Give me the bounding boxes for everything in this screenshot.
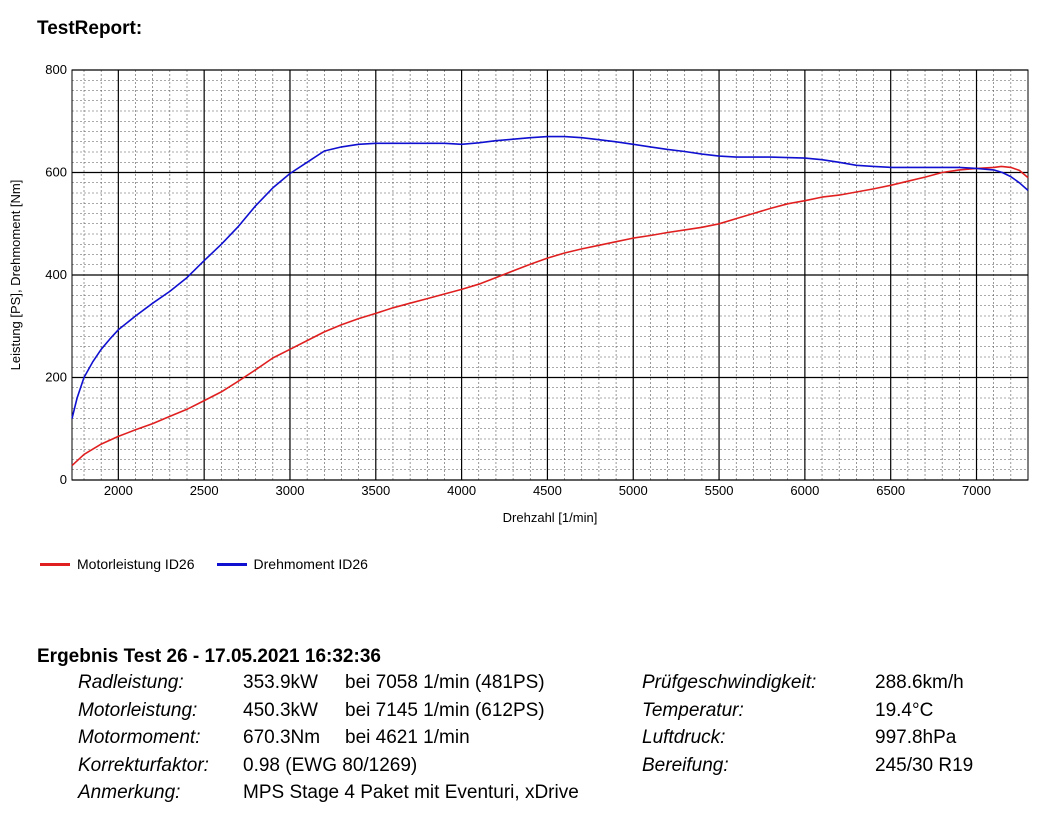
x-tick-label: 3000 [276, 483, 305, 498]
result-detail: bei 7145 1/min (612PS) [345, 699, 545, 721]
result-heading: Ergebnis Test 26 - 17.05.2021 16:32:36 [37, 646, 381, 667]
result-label: Korrekturfaktor: [78, 754, 209, 776]
result-label: Motorleistung: [78, 699, 198, 721]
result-row: Radleistung: 353.9kW bei 7058 1/min (481… [0, 672, 1038, 700]
x-tick-label: 2000 [104, 483, 133, 498]
y-tick-label: 0 [60, 472, 67, 487]
x-tick-label: 5500 [705, 483, 734, 498]
series-line-power [71, 165, 1029, 467]
result-row: Anmerkung: MPS Stage 4 Paket mit Eventur… [0, 782, 1038, 810]
legend-item-power: Motorleistung ID26 [40, 556, 195, 572]
legend-label-power: Motorleistung ID26 [77, 556, 195, 572]
y-tick-label: 600 [45, 165, 67, 180]
y-tick-labels: 0 200 400 600 800 [45, 62, 67, 487]
series-line-torque [71, 135, 1029, 419]
report-title: TestReport: [37, 18, 143, 39]
x-tick-label: 4500 [533, 483, 562, 498]
condition-label: Temperatur: [642, 699, 744, 721]
legend-label-torque: Drehmoment ID26 [253, 556, 368, 572]
result-value: 0.98 (EWG 80/1269) [243, 754, 418, 776]
x-tick-label: 5000 [619, 483, 648, 498]
result-row: Motorleistung: 450.3kW bei 7145 1/min (6… [0, 700, 1038, 728]
result-label: Radleistung: [78, 672, 184, 693]
plot-frame [71, 69, 1029, 481]
result-row: Motormoment: 670.3Nm bei 4621 1/min Luft… [0, 727, 1038, 755]
condition-label: Prüfgeschwindigkeit: [642, 672, 817, 693]
condition-value: 997.8hPa [875, 727, 957, 748]
result-label: Anmerkung: [78, 782, 181, 803]
result-row: Korrekturfaktor: 0.98 (EWG 80/1269) Bere… [0, 755, 1038, 783]
condition-label: Bereifung: [642, 754, 729, 776]
legend-item-torque: Drehmoment ID26 [216, 556, 368, 572]
x-axis-label: Drehzahl [1/min] [503, 510, 598, 525]
result-value: 353.9kW [243, 672, 318, 693]
y-axis-label: Leistung [PS], Drehmoment [Nm] [8, 180, 23, 371]
result-value: MPS Stage 4 Paket mit Eventuri, xDrive [243, 782, 579, 803]
series-layer [71, 135, 1029, 467]
condition-value: 19.4°C [875, 699, 934, 721]
legend-swatch-power [40, 562, 70, 566]
x-tick-label: 6500 [876, 483, 905, 498]
y-tick-label: 800 [45, 62, 67, 77]
x-tick-label: 2500 [190, 483, 219, 498]
result-value: 670.3Nm [243, 727, 321, 748]
x-tick-label: 4000 [447, 483, 476, 498]
x-tick-labels: 2000 2500 3000 3500 4000 4500 5000 5500 6000 6500… [104, 483, 991, 498]
result-detail: bei 4621 1/min [345, 727, 470, 748]
results-table: Radleistung: 353.9kW bei 7058 1/min (481… [0, 672, 1038, 810]
y-tick-label: 200 [45, 370, 67, 385]
condition-label: Luftdruck: [642, 727, 726, 748]
x-tick-label: 3500 [361, 483, 390, 498]
x-tick-label: 7000 [962, 483, 991, 498]
dyno-chart: 2000 2500 3000 3500 4000 4500 5000 5500 6000 6500… [8, 62, 1029, 525]
result-detail: bei 7058 1/min (481PS) [345, 672, 545, 693]
condition-value: 245/30 R19 [875, 754, 974, 776]
result-value: 450.3kW [243, 699, 318, 721]
condition-value: 288.6km/h [875, 672, 964, 693]
x-tick-label: 6000 [790, 483, 819, 498]
legend: Motorleistung ID26 Drehmoment ID26 [40, 556, 368, 572]
legend-swatch-torque [216, 562, 247, 566]
y-tick-label: 400 [45, 267, 67, 282]
result-label: Motormoment: [78, 727, 201, 748]
